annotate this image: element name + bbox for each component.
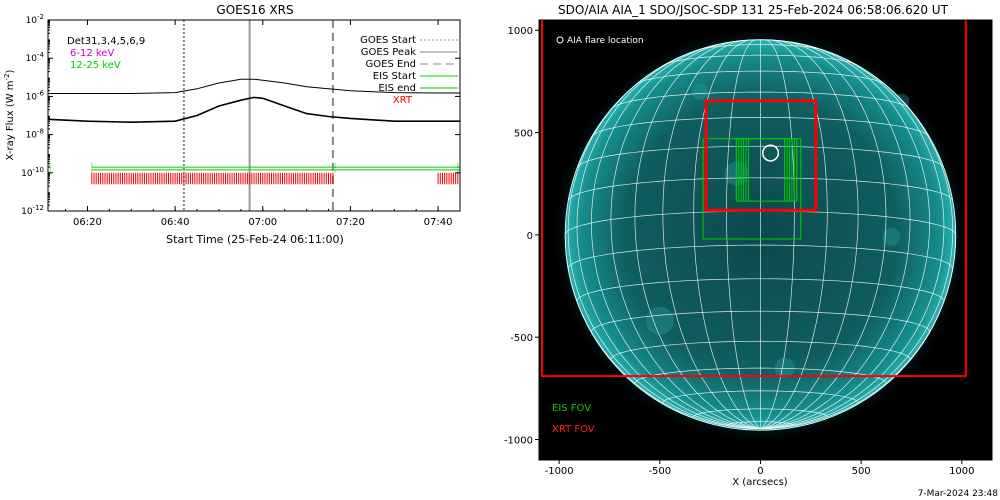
xrt-fov-small [704,99,818,212]
y-tick-label: 10-8 [26,128,44,141]
longitude-line [693,39,761,430]
x-tick-label: -500 [648,466,671,477]
y-tick-label: 500 [514,129,533,140]
bright-region [882,227,901,246]
bright-region [893,93,910,110]
timestamp: 7-Mar-2024 23:48 [917,489,998,499]
longitude-line [760,44,930,430]
longitude-line [662,39,761,430]
x-tick-label: 07:20 [336,217,365,228]
x-tick-label: 0 [757,466,763,477]
x-tick-label: 06:20 [73,217,102,228]
flare-legend-label: AIA flare location [567,36,644,46]
x-tick-label: 07:40 [424,217,453,228]
image-title: SDO/AIA AIA_1 SDO/JSOC-SDP 131 25-Feb-20… [558,3,949,17]
x-axis-label: X (arcsecs) [732,477,788,488]
xrt-fov-legend: XRT FOV [552,424,595,435]
image-frame [538,19,993,461]
aia-sun-image: SDO/AIA AIA_1 SDO/JSOC-SDP 131 25-Feb-20… [504,3,993,488]
longitude-line [760,39,795,429]
flare-legend-marker [556,36,564,44]
legend-label-2: GOES End [366,59,416,70]
longitude-line [610,41,761,430]
y-axis-label: X-ray Flux (W m-2) [3,69,16,160]
bright-region [774,357,795,378]
flux-line-0 [48,78,460,94]
longitude-line [634,41,761,430]
x-tick-label: 500 [852,466,871,477]
goes-xrs-chart: GOES16 XRS 06:20 06:40 07:00 07:20 07:40 10-2… [3,3,461,246]
y-tick-label: 10-12 [21,204,44,217]
x-tick-label: 06:40 [161,217,190,228]
plot-frame [47,19,461,212]
legend-label-3: EIS Start [373,71,416,82]
y-tick-label: 10-4 [26,51,45,64]
longitude-line [567,75,761,430]
bright-region [645,306,674,335]
y-tick-label: 10-10 [21,166,44,179]
y-tick-label: 1000 [508,26,533,37]
y-tick-label: 10-6 [26,89,45,102]
chart-title: GOES16 XRS [216,3,293,17]
x-tick-label: 1000 [949,466,974,477]
longitude-line [760,41,911,430]
longitude-line [590,44,761,430]
limb [564,39,957,431]
legend-label-0: GOES Start [360,35,416,46]
y-tick-label: -500 [510,333,533,344]
legend-series-6-12: 6-12 keV [70,48,114,59]
x-tick-label: -1000 [545,466,574,477]
bright-region [692,83,709,100]
longitude-line [726,39,761,429]
y-tick-label: 0 [527,231,533,242]
xrt-fov-large [541,20,967,378]
y-tick-label: -1000 [504,436,533,447]
longitude-line [760,39,859,430]
flare-location-marker [761,144,780,162]
legend-series-12-25: 12-25 keV [70,60,121,71]
x-tick-label: 07:00 [248,217,277,228]
legend-label-1: GOES Peak [361,47,416,58]
longitude-line [760,39,828,430]
longitude-line [576,50,761,430]
longitude-line [760,50,945,430]
legend-label-5: XRT [393,95,413,106]
longitude-line [760,41,887,430]
detector-info: Det31,3,4,5,6,9 [67,36,145,47]
eis-fov-legend: EIS FOV [552,403,591,414]
y-tick-label: 10-2 [26,13,44,26]
legend-label-4: EIS end [378,83,416,94]
x-axis-label: Start Time (25-Feb-24 06:11:00) [166,233,344,246]
flux-line-1 [48,96,460,124]
longitude-line [760,75,954,430]
